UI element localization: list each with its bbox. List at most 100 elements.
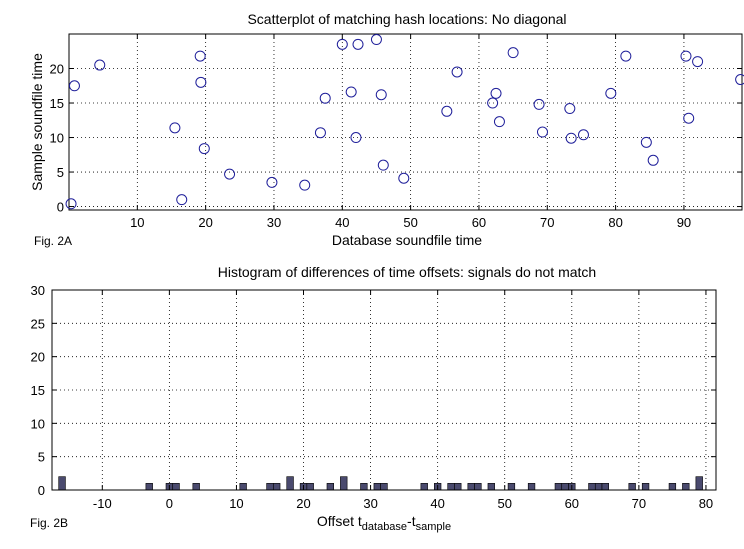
scatter-point (345, 86, 357, 98)
scatter-point (352, 38, 364, 50)
scatter-point (577, 129, 589, 141)
histogram-title: Histogram of differences of time offsets… (218, 264, 596, 280)
scatter-x-tick-label: 10 (130, 215, 144, 230)
histogram-bar (306, 483, 314, 491)
histogram-bar (340, 476, 348, 491)
histogram-y-tick-label: 0 (38, 483, 45, 498)
scatter-y-tick-label: 5 (57, 165, 64, 180)
scatter-point (194, 50, 206, 62)
histogram-bar (695, 476, 703, 491)
scatter-x-tick-label: 50 (403, 215, 417, 230)
scatter-point (198, 143, 210, 155)
scatter-point (564, 103, 576, 115)
histogram-bar (628, 483, 636, 491)
histogram-bar (273, 483, 281, 491)
scatter-point (336, 38, 348, 50)
scatter-point (319, 92, 331, 104)
histogram-x-tick-label: 30 (363, 496, 377, 511)
histogram-x-tick-label: 20 (296, 496, 310, 511)
histogram-bar (487, 483, 495, 491)
scatter-point (266, 176, 278, 188)
histogram-bar (641, 483, 650, 491)
histogram-bar (454, 483, 462, 491)
histogram-x-tick-label: 0 (166, 496, 173, 511)
scatter-point (493, 116, 505, 128)
histogram-bar (373, 483, 381, 491)
scatter-point (299, 179, 311, 191)
histogram-bar (507, 483, 516, 491)
histogram-bar (601, 483, 609, 491)
fig-2a-label: Fig. 2A (34, 234, 72, 248)
histogram-bar (420, 483, 428, 491)
histogram-bar (588, 483, 596, 491)
scatter-x-tick-label: 40 (335, 215, 349, 230)
histogram-x-tick-label: 60 (565, 496, 579, 511)
scatter-y-axis-label: Sample soundfile time (29, 53, 45, 191)
scatter-x-tick-label: 30 (267, 215, 281, 230)
scatter-point (314, 127, 326, 139)
histogram-bar (467, 483, 475, 491)
scatter-point (647, 154, 659, 166)
histogram-bar (286, 476, 294, 491)
scatter-title: Scatterplot of matching hash locations: … (247, 11, 566, 27)
scatter-panel: Scatterplot of matching hash locations: … (29, 11, 744, 248)
scatter-point (536, 126, 548, 138)
scatter-x-tick-label: 80 (608, 215, 622, 230)
histogram-bars (58, 476, 703, 491)
histogram-x-axis-label: Offset tdatabase-tsample (317, 513, 451, 533)
scatter-point (692, 56, 704, 68)
histogram-bar (447, 483, 455, 491)
histogram-panel: Histogram of differences of time offsets… (30, 264, 717, 533)
histogram-y-tick-label: 15 (31, 383, 45, 398)
histogram-bar (239, 483, 247, 491)
scatter-point (195, 76, 207, 88)
histogram-x-tick-label: 80 (699, 496, 713, 511)
scatter-point (370, 34, 382, 46)
histogram-bar (668, 483, 677, 491)
scatter-point (565, 132, 577, 144)
histogram-bar (594, 483, 603, 491)
scatter-point (176, 194, 188, 206)
histogram-bar (380, 483, 388, 491)
fig-2b-label: Fig. 2B (30, 516, 68, 530)
scatter-point (377, 159, 389, 171)
scatter-point (94, 59, 106, 71)
histogram-bar (266, 483, 274, 491)
histogram-bar (192, 483, 200, 491)
scatter-point (680, 50, 692, 62)
scatter-x-tick-label: 90 (677, 215, 691, 230)
histogram-y-tick-label: 30 (31, 283, 45, 298)
scatter-point (441, 105, 453, 117)
scatter-x-tick-label: 20 (198, 215, 212, 230)
histogram-y-tick-label: 10 (31, 416, 45, 431)
histogram-bar (145, 483, 153, 491)
scatter-point (507, 47, 519, 59)
scatter-x-axis-label: Database soundfile time (332, 232, 482, 248)
scatter-grid (69, 34, 742, 210)
histogram-y-tick-label: 25 (31, 316, 45, 331)
histogram-grid (52, 289, 716, 491)
histogram-bar (326, 483, 334, 491)
scatter-points (65, 34, 744, 210)
scatter-point (68, 80, 80, 92)
histogram-x-tick-label: 70 (632, 496, 646, 511)
scatter-point (224, 168, 236, 180)
scatter-point (487, 97, 499, 109)
scatter-point (620, 50, 632, 62)
scatter-point (490, 87, 502, 99)
histogram-bar (682, 483, 690, 491)
histogram-x-tick-label: 10 (229, 496, 243, 511)
scatter-ticks: 10 20 30 40 50 60 70 80 90 0 5 10 15 20 (50, 34, 742, 230)
histogram-y-tick-label: 20 (31, 350, 45, 365)
scatter-point (605, 87, 617, 99)
scatter-point (640, 136, 652, 148)
scatter-y-tick-label: 0 (57, 200, 64, 215)
scatter-y-tick-label: 20 (50, 62, 64, 77)
histogram-x-tick-label: 50 (497, 496, 511, 511)
scatter-axes-frame (68, 33, 743, 211)
histogram-bar (58, 476, 66, 491)
scatter-y-tick-label: 15 (50, 96, 64, 111)
scatter-point (533, 98, 545, 110)
scatter-x-tick-label: 60 (472, 215, 486, 230)
